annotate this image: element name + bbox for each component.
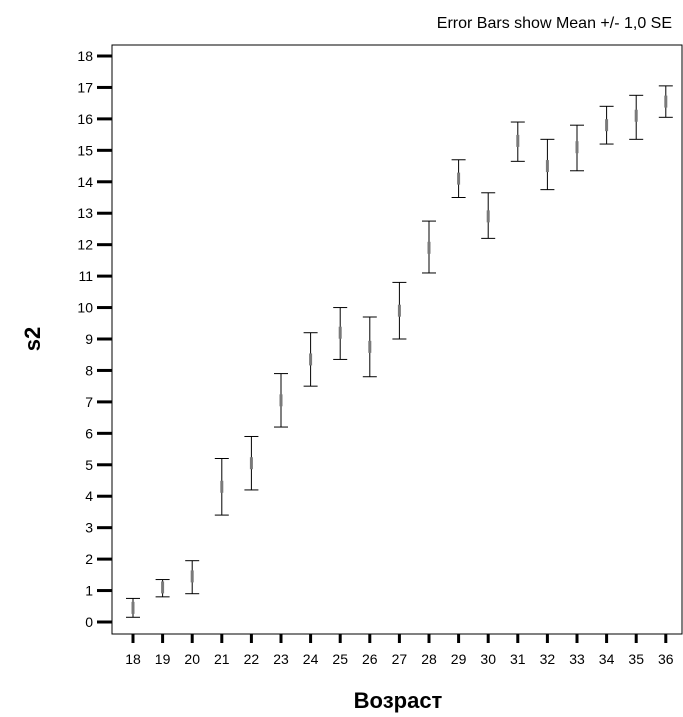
error-bars — [126, 85, 673, 618]
mean-marker — [368, 340, 372, 353]
x-tick-label: 26 — [362, 651, 378, 667]
x-tick-label: 25 — [332, 651, 348, 667]
error-bar-29 — [451, 159, 466, 198]
x-tick-label: 20 — [184, 651, 200, 667]
y-tick-label: 13 — [77, 205, 93, 221]
x-tick-label: 33 — [569, 651, 585, 667]
y-tick-label: 16 — [77, 111, 93, 127]
y-tick-label: 4 — [85, 488, 93, 504]
mean-marker — [457, 172, 461, 185]
y-tick-label: 14 — [77, 174, 93, 190]
mean-marker — [634, 109, 638, 122]
error-bar-18 — [126, 597, 140, 618]
mean-marker — [220, 480, 224, 493]
y-tick-label: 1 — [85, 583, 93, 599]
y-tick-label: 5 — [85, 457, 93, 473]
error-bar-35 — [629, 94, 644, 140]
x-tick-label: 34 — [599, 651, 615, 667]
y-tick-label: 10 — [77, 300, 93, 316]
x-tick-label: 36 — [658, 651, 674, 667]
mean-marker — [516, 134, 520, 147]
x-tick-label: 18 — [125, 651, 141, 667]
mean-marker — [279, 394, 283, 407]
y-tick-label: 17 — [77, 79, 93, 95]
y-tick-label: 2 — [85, 551, 93, 567]
x-tick-label: 29 — [451, 651, 467, 667]
y-tick-label: 11 — [78, 268, 93, 284]
x-tick-label: 30 — [480, 651, 496, 667]
x-tick-label: 24 — [303, 651, 319, 667]
x-tick-label: 31 — [510, 651, 526, 667]
mean-marker — [545, 160, 549, 173]
error-bar-22 — [244, 435, 259, 491]
mean-marker — [338, 326, 342, 339]
y-tick-label: 12 — [77, 237, 93, 253]
x-tick-label: 35 — [628, 651, 644, 667]
error-bar-23 — [274, 373, 288, 428]
x-tick-label: 21 — [214, 651, 230, 667]
error-bar-31 — [510, 121, 525, 162]
error-bar-30 — [481, 192, 496, 239]
x-tick-label: 27 — [392, 651, 408, 667]
x-tick-label: 19 — [155, 651, 171, 667]
mean-marker — [486, 210, 490, 223]
mean-marker — [397, 304, 401, 317]
error-bar-36 — [658, 85, 673, 118]
error-bar-26 — [362, 316, 377, 378]
y-tick-label: 8 — [85, 362, 93, 378]
x-axis-title: Возраст — [354, 688, 443, 713]
error-bar-20 — [185, 560, 200, 595]
x-tick-label: 32 — [540, 651, 556, 667]
mean-marker — [605, 119, 609, 132]
mean-marker — [131, 601, 135, 614]
mean-marker — [161, 581, 165, 594]
error-bar-34 — [599, 105, 614, 145]
y-tick-label: 18 — [77, 48, 93, 64]
y-tick-label: 15 — [77, 142, 93, 158]
mean-marker — [190, 570, 194, 583]
error-bar-33 — [570, 124, 584, 172]
y-axis-title: s2 — [20, 327, 45, 351]
mean-marker — [427, 241, 431, 254]
mean-marker — [249, 457, 253, 470]
error-bar-21 — [214, 457, 229, 516]
x-tick-label: 22 — [244, 651, 260, 667]
x-axis: 18 19 20 21 22 23 24 25 26 27 28 29 30 31 32 33 34 35 36 — [125, 634, 674, 667]
error-bar-32 — [540, 138, 555, 191]
y-tick-label: 3 — [85, 520, 93, 536]
x-tick-label: 28 — [421, 651, 437, 667]
error-bar-19 — [155, 579, 170, 598]
error-bar-28 — [422, 220, 436, 274]
mean-marker — [575, 141, 579, 154]
mean-marker — [309, 353, 313, 366]
chart-annotation: Error Bars show Mean +/- 1,0 SE — [437, 15, 672, 32]
y-tick-label: 6 — [85, 425, 93, 441]
error-bar-24 — [303, 332, 318, 387]
error-bar-27 — [392, 281, 407, 340]
x-tick-label: 23 — [273, 651, 289, 667]
y-tick-label: 9 — [85, 331, 93, 347]
y-tick-label: 0 — [85, 614, 93, 630]
mean-marker — [664, 95, 668, 108]
y-tick-label: 7 — [85, 394, 93, 410]
error-bar-25 — [333, 307, 348, 360]
